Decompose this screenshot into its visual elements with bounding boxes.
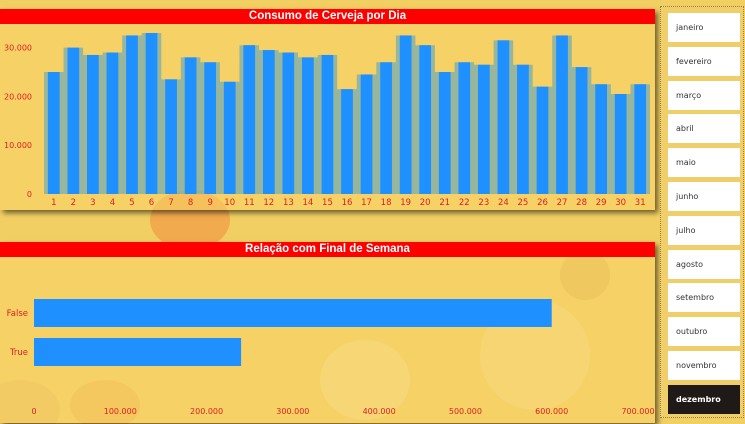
bar-day-29[interactable]: [595, 84, 607, 194]
bar-day-8[interactable]: [184, 57, 197, 195]
x-tick-label: 6: [149, 198, 154, 208]
bar-day-26[interactable]: [536, 86, 549, 194]
x-tick-label: 4: [110, 198, 115, 208]
month-option-maio[interactable]: maio: [668, 148, 740, 178]
x-tick-label: 18: [381, 198, 392, 208]
month-option-janeiro[interactable]: janeiro: [668, 13, 740, 42]
x-tick-label: 10: [224, 198, 235, 208]
x-tick-label: 700.000: [621, 407, 654, 416]
x-tick-label: 3: [90, 198, 95, 208]
month-option-fevereiro[interactable]: fevereiro: [668, 46, 740, 76]
bar-day-5[interactable]: [126, 35, 138, 194]
y-category-label: False: [7, 309, 28, 319]
bar-day-14[interactable]: [302, 57, 314, 195]
x-tick-label: 200.000: [190, 407, 223, 416]
bar-day-7[interactable]: [165, 79, 177, 194]
x-tick-label: 15: [322, 198, 333, 208]
bar-day-17[interactable]: [360, 74, 373, 194]
x-tick-label: 9: [207, 198, 212, 208]
chart-title: Consumo de Cerveja por Dia: [0, 9, 655, 24]
month-option-junho[interactable]: junho: [668, 182, 740, 211]
bar-day-19[interactable]: [399, 35, 412, 194]
bar-day-15[interactable]: [321, 54, 334, 194]
x-tick-label: 8: [188, 198, 193, 208]
bar-day-27[interactable]: [556, 35, 568, 194]
x-tick-label: 13: [283, 198, 294, 208]
x-tick-label: 400.000: [363, 407, 396, 416]
bar-day-13[interactable]: [282, 52, 295, 194]
y-category-label: True: [9, 348, 28, 358]
x-tick-label: 29: [596, 198, 607, 208]
bar-day-11[interactable]: [243, 45, 256, 195]
x-tick-label: 27: [557, 198, 568, 208]
month-option-agosto[interactable]: agosto: [668, 249, 740, 279]
y-tick-label: 20.000: [4, 92, 32, 101]
x-tick-label: 100.000: [104, 407, 137, 416]
x-tick-label: 11: [244, 198, 255, 208]
month-option-dezembro[interactable]: dezembro: [668, 384, 740, 414]
x-tick-label: 2: [71, 198, 76, 208]
x-tick-label: 14: [302, 198, 313, 208]
bar-false[interactable]: [34, 299, 552, 327]
month-option-julho[interactable]: julho: [668, 215, 740, 245]
month-slicer: janeiro fevereiro março abril maio junho julho…: [660, 6, 744, 418]
bar-day-28[interactable]: [575, 67, 588, 194]
bar-day-25[interactable]: [517, 64, 529, 194]
bar-day-21[interactable]: [438, 72, 451, 194]
x-tick-label: 12: [263, 198, 274, 208]
weekend-bar-chart-svg: False True 0 100.000 200.000 300.000 400.000 50…: [7, 299, 655, 416]
x-tick-label: 30: [615, 198, 626, 208]
x-tick-label: 28: [576, 198, 587, 208]
bar-day-3[interactable]: [87, 54, 99, 194]
x-tick-label: 21: [439, 198, 450, 208]
bar-day-18[interactable]: [380, 62, 392, 194]
y-tick-label: 10.000: [4, 141, 32, 150]
x-tick-label: 0: [31, 407, 36, 416]
x-tick-label: 16: [342, 198, 353, 208]
x-tick-label: 5: [129, 198, 134, 208]
bar-day-23[interactable]: [477, 64, 490, 194]
bar-day-9[interactable]: [204, 62, 217, 194]
daily-consumption-chart: Consumo de Cerveja por Dia 1 2 3 4 5 6 7 8 9 10 11…: [0, 9, 655, 210]
x-tick-label: 20: [420, 198, 431, 208]
x-tick-label: 24: [498, 198, 509, 208]
x-tick-label: 500.000: [449, 407, 482, 416]
daily-bar-chart-svg: 1 2 3 4 5 6 7 8 9 10 11 12 13 14 15 16 17 18 19 20 21 22 23 24 2…: [4, 33, 650, 208]
x-tick-label: 19: [400, 198, 411, 208]
bar-day-30[interactable]: [614, 93, 627, 194]
x-tick-label: 23: [478, 198, 489, 208]
month-option-outubro[interactable]: outubro: [668, 317, 740, 347]
bar-day-22[interactable]: [458, 62, 471, 194]
bar-day-31[interactable]: [634, 84, 647, 194]
bar-day-1[interactable]: [47, 72, 60, 194]
x-tick-label: 17: [361, 198, 372, 208]
x-tick-label: 25: [518, 198, 529, 208]
bar-true[interactable]: [34, 338, 242, 366]
bar-day-20[interactable]: [419, 45, 432, 195]
x-tick-label: 300.000: [276, 407, 309, 416]
chart-title: Relação com Final de Semana: [0, 242, 655, 257]
x-tick-label: 26: [537, 198, 548, 208]
weekend-relation-chart: Relação com Final de Semana False True 0 10…: [0, 242, 655, 423]
bar-day-2[interactable]: [67, 47, 80, 194]
x-tick-label: 1: [51, 198, 56, 208]
y-tick-label: 30.000: [4, 44, 32, 53]
month-option-setembro[interactable]: setembro: [668, 283, 740, 313]
x-tick-label: 600.000: [535, 407, 568, 416]
bar-day-4[interactable]: [106, 52, 119, 194]
bar-day-6[interactable]: [145, 33, 158, 194]
month-option-abril[interactable]: abril: [668, 114, 740, 144]
month-option-novembro[interactable]: novembro: [668, 351, 740, 380]
x-tick-label: 31: [635, 198, 646, 208]
x-tick-label: 22: [459, 198, 470, 208]
bar-day-10[interactable]: [223, 81, 236, 194]
bar-day-24[interactable]: [497, 40, 510, 195]
x-tick-label: 7: [168, 198, 173, 208]
y-tick-label: 0: [27, 190, 32, 199]
month-option-março[interactable]: março: [668, 80, 740, 110]
bar-day-12[interactable]: [262, 50, 275, 194]
bar-day-16[interactable]: [341, 89, 353, 194]
